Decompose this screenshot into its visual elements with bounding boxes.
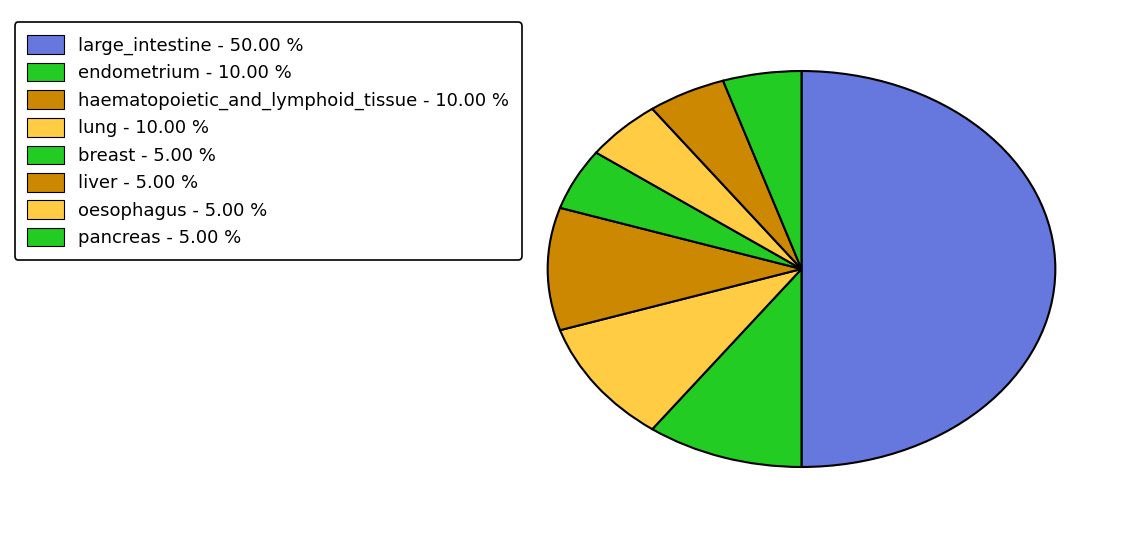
Wedge shape: [653, 81, 802, 269]
Legend: large_intestine - 50.00 %, endometrium - 10.00 %, haematopoietic_and_lymphoid_ti: large_intestine - 50.00 %, endometrium -…: [15, 23, 522, 260]
Wedge shape: [547, 208, 801, 330]
Wedge shape: [653, 269, 802, 467]
Wedge shape: [722, 71, 802, 269]
Wedge shape: [560, 153, 802, 269]
Wedge shape: [560, 269, 802, 429]
Wedge shape: [597, 109, 802, 269]
Wedge shape: [802, 71, 1056, 467]
